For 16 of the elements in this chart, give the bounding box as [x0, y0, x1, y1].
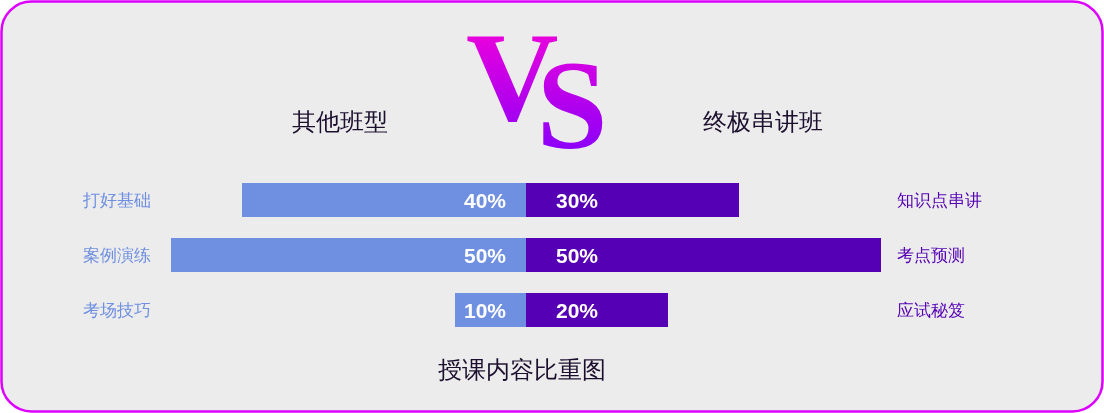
y-tick-label: 打好基础: [82, 191, 151, 210]
data-label: 20%: [556, 299, 599, 322]
chart-title: 终极串讲班: [703, 108, 823, 135]
annotation: VS: [466, 6, 608, 176]
chart-title: 其他班型: [292, 108, 388, 135]
data-label: 30%: [556, 189, 599, 212]
y-tick-label: 考场技巧: [83, 301, 151, 320]
data-label: 50%: [556, 244, 599, 267]
text: 授课内容比重图: [438, 356, 606, 383]
data-label: 50%: [463, 244, 507, 267]
y-tick-label: 知识点串讲: [897, 191, 982, 210]
y-tick-label: 应试秘笈: [897, 301, 965, 320]
data-label: 10%: [463, 299, 507, 322]
y-tick-label: 案例演练: [83, 246, 151, 265]
data-label: 40%: [463, 189, 507, 212]
y-tick-label: 考点预测: [897, 246, 965, 265]
